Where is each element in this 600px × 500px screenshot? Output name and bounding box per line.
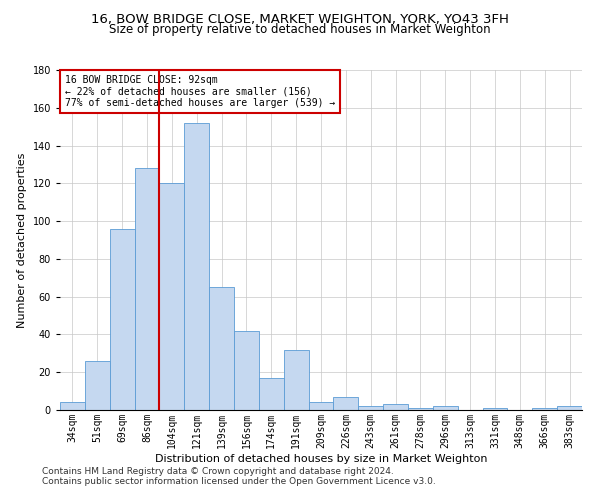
Text: Contains public sector information licensed under the Open Government Licence v3: Contains public sector information licen… bbox=[42, 477, 436, 486]
Bar bbox=[85, 361, 110, 410]
Bar bbox=[358, 406, 383, 410]
Text: 16 BOW BRIDGE CLOSE: 92sqm
← 22% of detached houses are smaller (156)
77% of sem: 16 BOW BRIDGE CLOSE: 92sqm ← 22% of deta… bbox=[65, 75, 335, 108]
Bar bbox=[110, 228, 134, 410]
Text: Contains HM Land Registry data © Crown copyright and database right 2024.: Contains HM Land Registry data © Crown c… bbox=[42, 467, 394, 476]
Bar bbox=[383, 404, 408, 410]
Text: Size of property relative to detached houses in Market Weighton: Size of property relative to detached ho… bbox=[109, 22, 491, 36]
Bar bbox=[234, 330, 259, 410]
Bar bbox=[60, 402, 85, 410]
Bar bbox=[259, 378, 284, 410]
Bar bbox=[160, 184, 184, 410]
Bar bbox=[557, 406, 582, 410]
Bar bbox=[408, 408, 433, 410]
Bar bbox=[334, 397, 358, 410]
Bar bbox=[209, 287, 234, 410]
Bar bbox=[532, 408, 557, 410]
Bar bbox=[134, 168, 160, 410]
Bar bbox=[482, 408, 508, 410]
Bar bbox=[184, 123, 209, 410]
Text: 16, BOW BRIDGE CLOSE, MARKET WEIGHTON, YORK, YO43 3FH: 16, BOW BRIDGE CLOSE, MARKET WEIGHTON, Y… bbox=[91, 12, 509, 26]
X-axis label: Distribution of detached houses by size in Market Weighton: Distribution of detached houses by size … bbox=[155, 454, 487, 464]
Bar bbox=[433, 406, 458, 410]
Bar bbox=[284, 350, 308, 410]
Y-axis label: Number of detached properties: Number of detached properties bbox=[17, 152, 27, 328]
Bar bbox=[308, 402, 334, 410]
